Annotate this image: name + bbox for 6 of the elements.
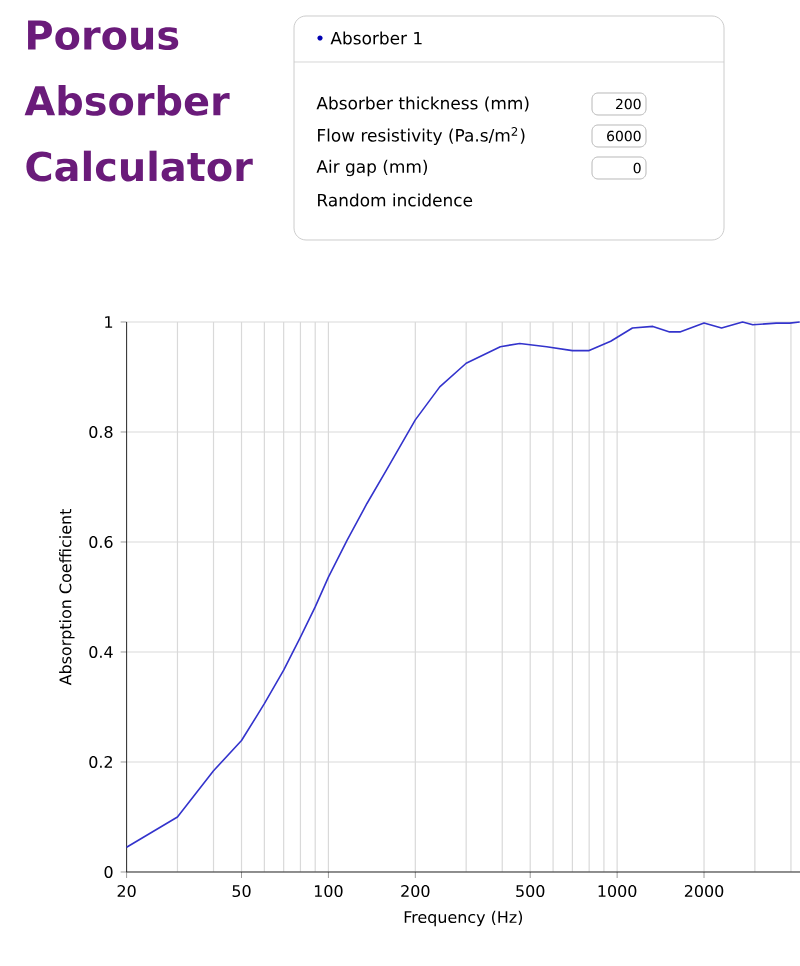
text: Absorber thickness (mm): [316, 96, 529, 112]
text: Absorber 1: [330, 31, 422, 45]
text: Air gap (mm): [316, 159, 428, 177]
text: Random incidence: [318, 193, 473, 207]
chart-title: Porous Absorber Calculator: [24, 20, 253, 182]
text: Flow resistivity (Pa.s/m$^{2}$): [318, 127, 525, 145]
